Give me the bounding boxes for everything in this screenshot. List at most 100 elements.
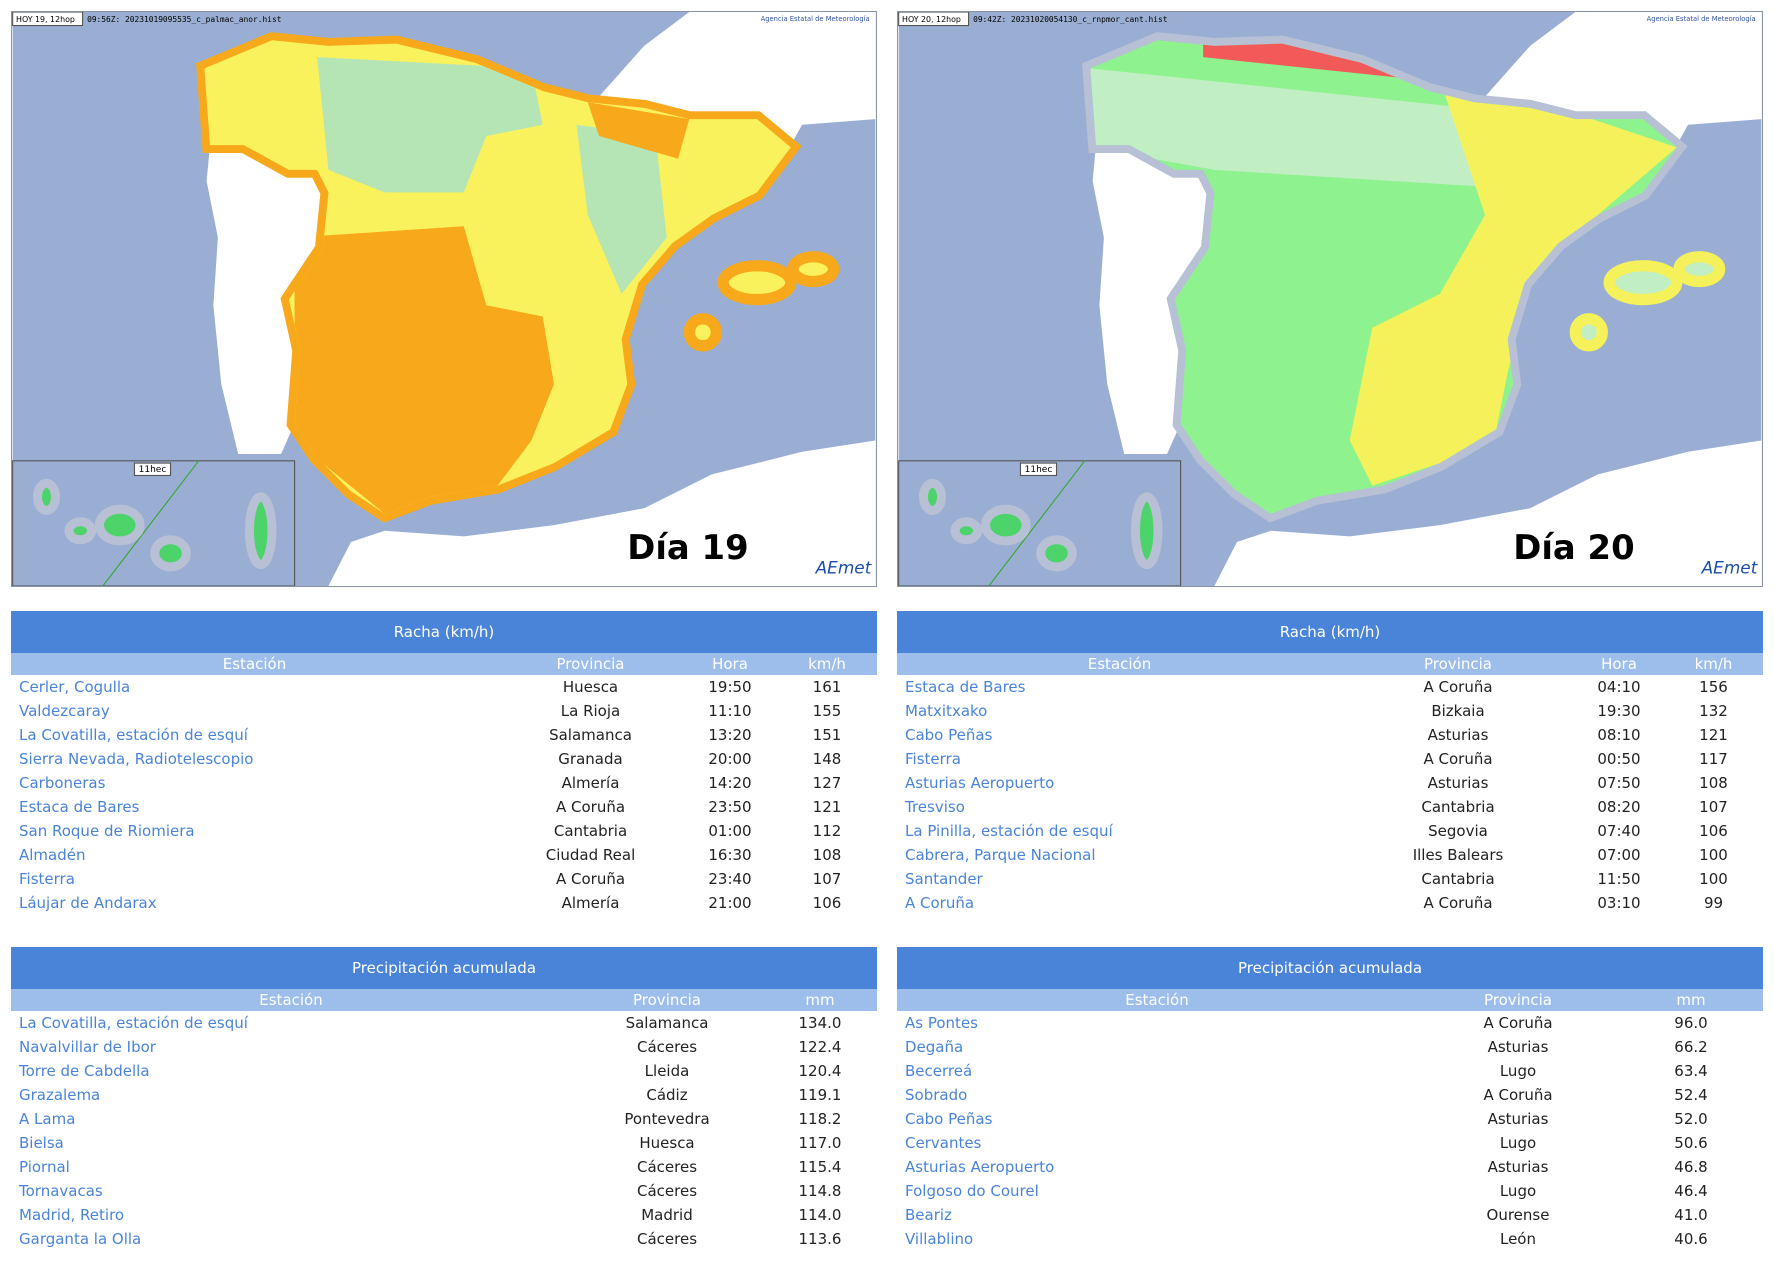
station-link[interactable]: Cerler, Cogulla (19, 678, 131, 696)
station-link[interactable]: La Covatilla, estación de esquí (19, 726, 248, 744)
data-row: Fisterra A Coruña 00:50 117 (897, 747, 1763, 771)
station-link[interactable]: Cervantes (905, 1134, 982, 1152)
station-link[interactable]: Cabrera, Parque Nacional (905, 846, 1096, 864)
station-link[interactable]: A Lama (19, 1110, 76, 1128)
data-row: Santander Cantabria 11:50 100 (897, 867, 1763, 891)
rain-table: Precipitación acumulada Estación Provincia… (897, 947, 1763, 1251)
station-link[interactable]: Bielsa (19, 1134, 64, 1152)
cell: 106 (812, 894, 842, 912)
cell: 46.4 (1674, 1182, 1708, 1200)
cell: A Coruña (1423, 678, 1493, 696)
cell: 03:10 (1597, 894, 1641, 912)
station-link[interactable]: Madrid, Retiro (19, 1206, 125, 1224)
cell: 08:20 (1597, 798, 1641, 816)
data-row: Cabo Peñas Asturias 52.0 (897, 1107, 1763, 1131)
column-header: Hora (712, 655, 748, 673)
cell: Cantabria (1421, 798, 1495, 816)
station-link[interactable]: Sierra Nevada, Radiotelescopio (19, 750, 254, 768)
station-link[interactable]: Tresviso (905, 798, 965, 816)
cell: 107 (1699, 798, 1728, 816)
station-link[interactable]: Estaca de Bares (905, 678, 1026, 696)
cell: Asturias (1487, 1158, 1549, 1176)
cell: 134.0 (798, 1014, 842, 1032)
cell: Cáceres (636, 1038, 698, 1056)
station-link[interactable]: Beariz (905, 1206, 952, 1224)
column-header: km/h (808, 655, 846, 673)
station-link[interactable]: Navalvillar de Ibor (19, 1038, 156, 1056)
station-link[interactable]: Torre de Cabdella (19, 1062, 150, 1080)
cell: A Coruña (1423, 894, 1493, 912)
cell: Almería (561, 774, 620, 792)
data-row: Valdezcaray La Rioja 11:10 155 (11, 699, 877, 723)
column-header: Provincia (633, 991, 701, 1009)
data-row: La Covatilla, estación de esquí Salamanca… (11, 723, 877, 747)
station-link[interactable]: Fisterra (19, 870, 75, 888)
station-link[interactable]: Becerreá (905, 1062, 973, 1080)
station-link[interactable]: Grazalema (19, 1086, 101, 1104)
station-link[interactable]: Carboneras (19, 774, 106, 792)
table-body: Estaca de Bares A Coruña 04:10 156 Matxitxak… (897, 675, 1763, 915)
cell: A Coruña (1483, 1086, 1553, 1104)
cell: 106 (1699, 822, 1728, 840)
column-header: Hora (1601, 655, 1637, 673)
data-row: Cervantes Lugo 50.6 (897, 1131, 1763, 1155)
station-link[interactable]: Sobrado (905, 1086, 968, 1104)
cell: 99 (1703, 894, 1724, 912)
cell: 107 (812, 870, 842, 888)
station-link[interactable]: Asturias Aeropuerto (905, 774, 1055, 792)
cell: 14:20 (708, 774, 752, 792)
station-link[interactable]: Almadén (19, 846, 86, 864)
station-link[interactable]: Degaña (905, 1038, 964, 1056)
cell: 01:00 (708, 822, 752, 840)
cell: 113.6 (798, 1230, 842, 1248)
station-link[interactable]: Tornavacas (19, 1182, 103, 1200)
cell: Granada (558, 750, 623, 768)
header-row: Estación Provincia Hora km/h (897, 653, 1763, 675)
cell: Bizkaia (1431, 702, 1485, 720)
data-row: Bielsa Huesca 117.0 (11, 1131, 877, 1155)
cell: 23:50 (708, 798, 752, 816)
station-link[interactable]: Estaca de Bares (19, 798, 140, 816)
station-link[interactable]: As Pontes (905, 1014, 978, 1032)
cell: A Coruña (555, 870, 626, 888)
agency: Agencia Estatal de Meteorología (1647, 15, 1756, 23)
station-link[interactable]: La Covatilla, estación de esquí (19, 1014, 248, 1032)
table-title: Precipitación acumulada (11, 947, 877, 989)
station-link[interactable]: Santander (905, 870, 983, 888)
table-title: Racha (km/h) (897, 611, 1763, 653)
cell: 07:00 (1597, 846, 1641, 864)
cell: 119.1 (798, 1086, 842, 1104)
station-link[interactable]: San Roque de Riomiera (19, 822, 195, 840)
station-link[interactable]: Láujar de Andarax (19, 894, 157, 912)
table-body: As Pontes A Coruña 96.0 Degaña Asturias 66.2 B… (897, 1011, 1763, 1251)
cell: Cáceres (636, 1158, 698, 1176)
station-link[interactable]: Cabo Peñas (905, 1110, 993, 1128)
station-link[interactable]: Villablino (905, 1230, 974, 1248)
data-row: Almadén Ciudad Real 16:30 108 (11, 843, 877, 867)
station-link[interactable]: Folgoso do Courel (905, 1182, 1039, 1200)
station-link[interactable]: Fisterra (905, 750, 961, 768)
data-row: Becerreá Lugo 63.4 (897, 1059, 1763, 1083)
data-row: Láujar de Andarax Almería 21:00 106 (11, 891, 877, 915)
cell: 156 (1699, 678, 1728, 696)
station-link[interactable]: Valdezcaray (19, 702, 110, 720)
data-row: Sierra Nevada, Radiotelescopio Granada 20:… (11, 747, 877, 771)
station-link[interactable]: Cabo Peñas (905, 726, 993, 744)
cell: 112 (812, 822, 842, 840)
station-link[interactable]: Piornal (19, 1158, 70, 1176)
station-link[interactable]: La Pinilla, estación de esquí (905, 822, 1113, 840)
station-link[interactable]: Asturias Aeropuerto (905, 1158, 1055, 1176)
station-link[interactable]: Matxitxako (905, 702, 988, 720)
column-header: Provincia (1424, 655, 1492, 673)
data-row: Asturias Aeropuerto Asturias 46.8 (897, 1155, 1763, 1179)
cell: Cáceres (636, 1182, 698, 1200)
data-row: A Coruña A Coruña 03:10 99 (897, 891, 1763, 915)
station-link[interactable]: A Coruña (905, 894, 975, 912)
cell: 120.4 (798, 1062, 842, 1080)
data-row: Villablino León 40.6 (897, 1227, 1763, 1251)
station-link[interactable]: Garganta la Olla (19, 1230, 142, 1248)
data-row: Asturias Aeropuerto Asturias 07:50 108 (897, 771, 1763, 795)
cell: A Coruña (555, 798, 626, 816)
cell: Lugo (1499, 1062, 1537, 1080)
cell: 114.0 (798, 1206, 842, 1224)
